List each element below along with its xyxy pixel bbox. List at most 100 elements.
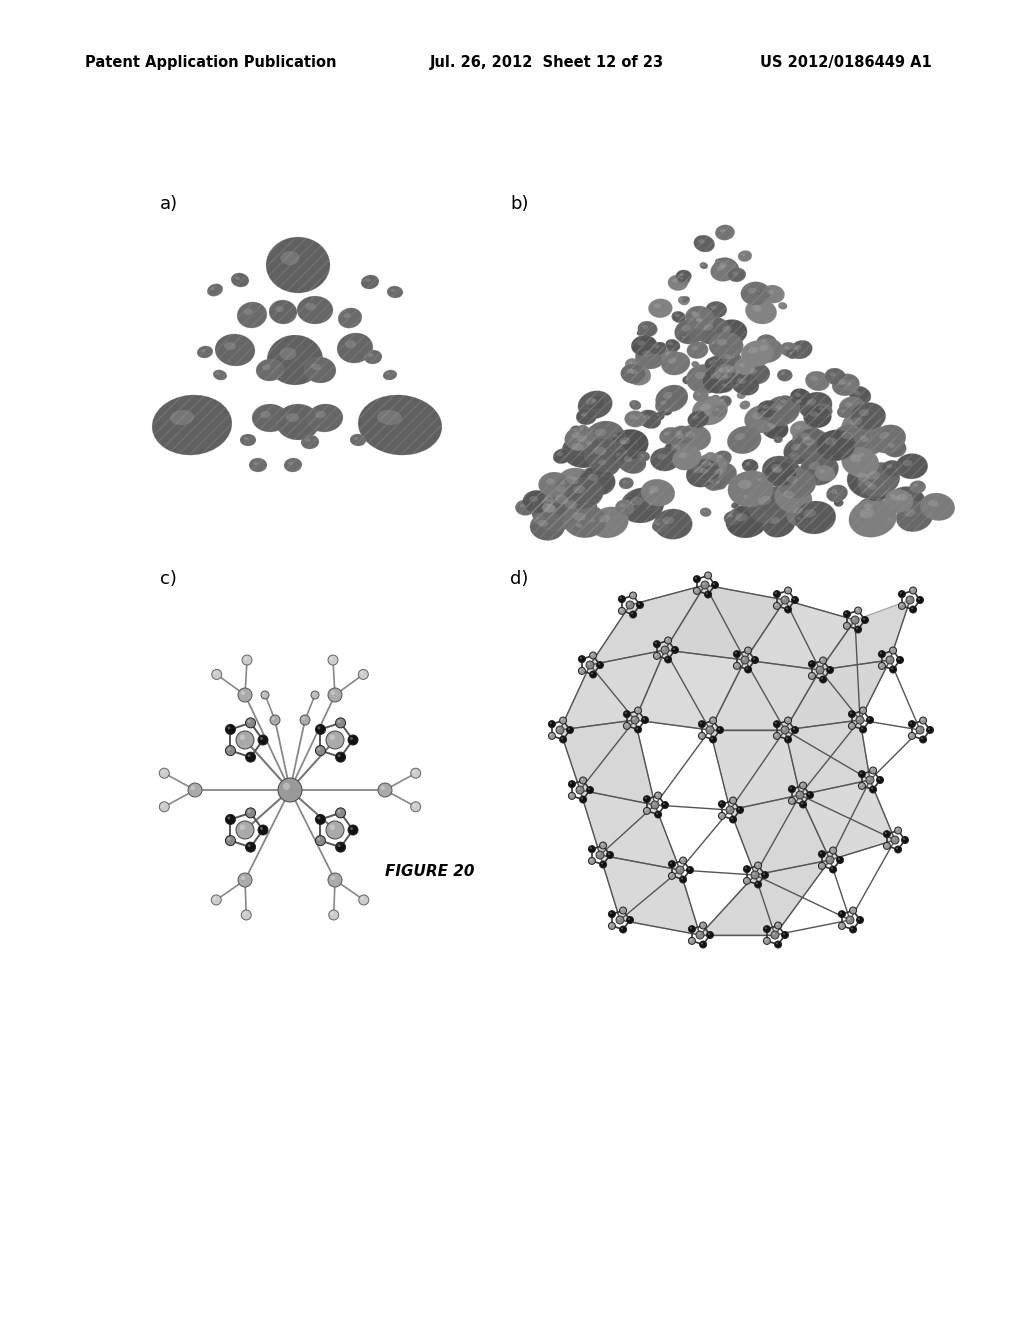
Circle shape	[566, 726, 573, 734]
Ellipse shape	[793, 425, 826, 454]
Ellipse shape	[749, 347, 758, 354]
Ellipse shape	[269, 300, 297, 323]
Ellipse shape	[859, 477, 884, 496]
Ellipse shape	[709, 331, 743, 359]
Ellipse shape	[715, 364, 733, 380]
Circle shape	[856, 715, 864, 723]
Circle shape	[225, 725, 236, 734]
Circle shape	[242, 909, 251, 920]
Ellipse shape	[786, 348, 799, 359]
Ellipse shape	[851, 403, 886, 430]
Ellipse shape	[715, 259, 723, 265]
Ellipse shape	[586, 421, 625, 451]
Ellipse shape	[550, 479, 581, 504]
Ellipse shape	[685, 306, 715, 329]
Circle shape	[774, 921, 781, 929]
Circle shape	[621, 908, 623, 911]
Circle shape	[705, 572, 712, 579]
Ellipse shape	[741, 459, 759, 473]
Ellipse shape	[759, 345, 768, 351]
Circle shape	[214, 672, 217, 675]
Ellipse shape	[700, 408, 717, 422]
Circle shape	[227, 726, 230, 730]
Ellipse shape	[786, 502, 818, 527]
Circle shape	[597, 661, 603, 668]
Ellipse shape	[672, 312, 686, 322]
Ellipse shape	[871, 425, 906, 453]
Ellipse shape	[682, 296, 690, 302]
Ellipse shape	[557, 486, 566, 492]
Ellipse shape	[575, 524, 583, 528]
Circle shape	[784, 606, 792, 612]
Circle shape	[775, 603, 777, 606]
Circle shape	[686, 866, 693, 874]
Circle shape	[413, 804, 416, 807]
Ellipse shape	[675, 314, 679, 317]
Circle shape	[662, 645, 669, 653]
Circle shape	[227, 838, 230, 841]
Circle shape	[260, 828, 263, 830]
Ellipse shape	[236, 276, 241, 280]
Circle shape	[855, 607, 861, 614]
Ellipse shape	[615, 453, 621, 455]
Ellipse shape	[705, 451, 716, 461]
Circle shape	[773, 721, 780, 727]
Ellipse shape	[730, 367, 748, 381]
Ellipse shape	[879, 432, 889, 440]
Circle shape	[665, 638, 672, 644]
Circle shape	[328, 688, 342, 702]
Circle shape	[879, 663, 886, 669]
Ellipse shape	[644, 487, 664, 502]
Ellipse shape	[538, 520, 548, 527]
Ellipse shape	[802, 440, 818, 453]
Ellipse shape	[632, 403, 636, 405]
Ellipse shape	[610, 429, 648, 459]
Ellipse shape	[795, 393, 801, 397]
Ellipse shape	[260, 411, 271, 418]
Circle shape	[792, 597, 799, 603]
Circle shape	[743, 866, 751, 873]
Ellipse shape	[722, 326, 732, 333]
Ellipse shape	[654, 510, 692, 540]
Circle shape	[808, 672, 815, 680]
Circle shape	[735, 664, 737, 665]
Ellipse shape	[841, 381, 844, 384]
Circle shape	[861, 727, 863, 730]
Circle shape	[272, 717, 275, 719]
Circle shape	[773, 602, 780, 610]
Ellipse shape	[522, 490, 552, 513]
Circle shape	[911, 589, 913, 590]
Ellipse shape	[907, 494, 915, 499]
Ellipse shape	[599, 515, 610, 523]
Circle shape	[909, 606, 916, 612]
Circle shape	[568, 780, 575, 788]
Circle shape	[755, 880, 762, 888]
Circle shape	[348, 735, 358, 744]
Text: Jul. 26, 2012  Sheet 12 of 23: Jul. 26, 2012 Sheet 12 of 23	[430, 54, 665, 70]
Circle shape	[775, 734, 777, 735]
Ellipse shape	[885, 516, 895, 524]
Circle shape	[665, 656, 672, 663]
Polygon shape	[785, 660, 890, 730]
Circle shape	[861, 709, 863, 710]
Circle shape	[775, 722, 777, 725]
Circle shape	[863, 618, 865, 620]
Ellipse shape	[842, 447, 879, 478]
Circle shape	[699, 734, 701, 735]
Ellipse shape	[805, 371, 829, 391]
Ellipse shape	[743, 363, 770, 384]
Circle shape	[829, 866, 837, 873]
Circle shape	[302, 717, 305, 719]
Ellipse shape	[624, 496, 636, 507]
Ellipse shape	[685, 432, 695, 438]
Circle shape	[630, 591, 637, 599]
Ellipse shape	[650, 447, 680, 471]
Circle shape	[895, 846, 901, 853]
Ellipse shape	[580, 466, 615, 495]
Circle shape	[782, 727, 785, 730]
Circle shape	[241, 690, 245, 696]
Ellipse shape	[833, 374, 859, 396]
Ellipse shape	[791, 388, 811, 405]
Ellipse shape	[621, 487, 664, 523]
Circle shape	[884, 830, 891, 838]
